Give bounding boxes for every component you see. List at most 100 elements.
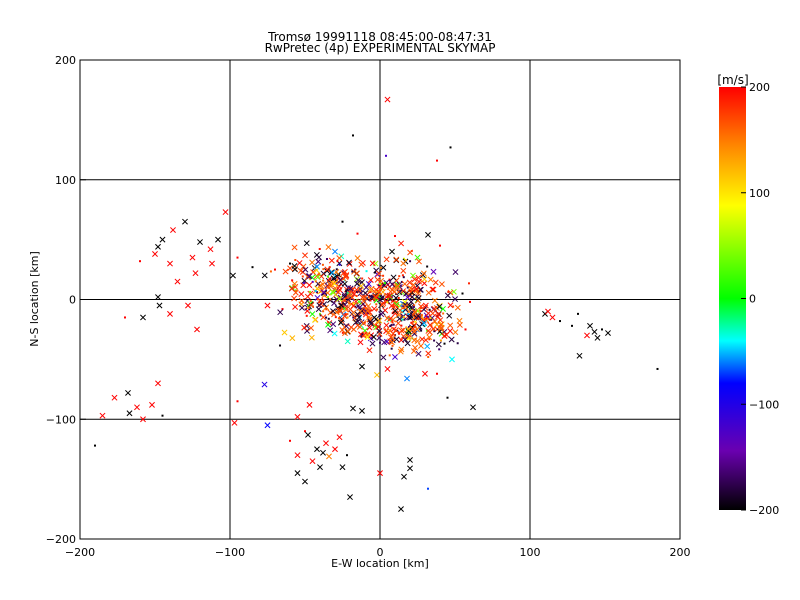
data-point-x xyxy=(422,302,429,309)
data-point-x xyxy=(359,407,365,414)
data-point-x xyxy=(305,431,311,438)
data-point-x xyxy=(320,289,327,296)
data-point-x xyxy=(415,295,422,302)
data-point-dot xyxy=(426,265,429,268)
data-point-x xyxy=(413,286,420,292)
data-point-x xyxy=(411,276,418,283)
data-point-x xyxy=(336,255,343,262)
data-point-dot xyxy=(397,296,400,299)
data-point-x xyxy=(323,440,329,447)
data-point-x xyxy=(291,244,298,251)
chart-subtitle: RwPretec (4p) EXPERIMENTAL SKYMAP xyxy=(265,41,496,55)
data-point-dot xyxy=(464,328,467,331)
data-point-dot xyxy=(361,333,364,336)
data-point-x xyxy=(170,227,176,233)
data-point-dot xyxy=(439,339,442,342)
data-point-x xyxy=(296,260,303,266)
data-point-dot xyxy=(436,159,438,162)
data-point-x xyxy=(429,310,436,317)
data-point-x xyxy=(549,314,556,321)
data-point-x xyxy=(389,281,396,288)
data-point-x xyxy=(383,322,390,329)
data-point-x xyxy=(308,334,315,341)
data-point-x xyxy=(338,302,345,309)
colorbar-tick-label: −200 xyxy=(749,504,779,517)
data-point-x xyxy=(394,282,401,289)
data-point-dot xyxy=(406,286,409,289)
data-point-dot xyxy=(469,300,471,303)
data-point-dot xyxy=(326,275,329,278)
data-point-x xyxy=(411,337,418,344)
data-point-x xyxy=(417,286,424,293)
data-point-x xyxy=(392,310,399,317)
data-point-x xyxy=(416,258,422,265)
data-point-x xyxy=(316,254,322,261)
data-point-dot xyxy=(309,290,312,293)
data-point-x xyxy=(594,334,601,341)
data-point-x xyxy=(356,314,362,321)
data-point-dot xyxy=(269,270,272,273)
data-point-dot xyxy=(374,271,377,274)
data-point-x xyxy=(303,240,310,247)
data-point-x xyxy=(357,290,364,297)
data-point-x xyxy=(182,218,188,225)
data-point-x xyxy=(292,303,299,310)
data-point-dot xyxy=(289,262,291,265)
data-point-dot xyxy=(601,328,603,331)
data-point-x xyxy=(384,315,391,322)
data-point-x xyxy=(167,310,173,317)
data-point-dot xyxy=(236,400,239,403)
data-point-dot xyxy=(124,316,126,319)
data-point-dot xyxy=(334,316,337,319)
data-point-x xyxy=(306,401,313,408)
data-point-dot xyxy=(320,287,323,290)
data-point-dot xyxy=(314,280,317,283)
data-point-x xyxy=(99,412,106,419)
x-tick-label: 0 xyxy=(377,546,384,559)
data-point-x xyxy=(264,302,271,309)
data-point-x xyxy=(404,294,411,301)
data-point-dot xyxy=(404,259,407,262)
data-point-x xyxy=(337,319,344,326)
data-point-x xyxy=(125,389,131,396)
data-point-dot xyxy=(369,291,372,294)
data-point-dot xyxy=(344,313,347,316)
data-point-dot xyxy=(389,279,392,282)
data-point-x xyxy=(314,263,320,270)
data-point-x xyxy=(298,291,305,298)
data-point-dot xyxy=(379,341,382,344)
data-point-x xyxy=(404,375,410,382)
data-point-x xyxy=(289,335,296,342)
data-point-x xyxy=(332,446,338,453)
y-tick-label: −200 xyxy=(46,533,76,546)
data-point-x xyxy=(339,327,346,333)
data-point-x xyxy=(378,277,385,284)
data-point-x xyxy=(367,318,374,325)
data-point-x xyxy=(192,270,199,277)
data-point-x xyxy=(304,293,311,300)
data-point-dot xyxy=(375,303,378,306)
data-point-x xyxy=(425,350,432,357)
data-point-x xyxy=(587,322,593,329)
data-point-dot xyxy=(352,134,354,137)
data-point-dot xyxy=(420,280,423,283)
data-point-dot xyxy=(251,266,254,269)
data-point-x xyxy=(437,325,444,332)
data-point-dot xyxy=(407,326,410,329)
data-point-dot xyxy=(401,274,404,277)
data-point-dot xyxy=(656,367,659,370)
data-point-x xyxy=(422,370,428,377)
data-point-x xyxy=(333,309,340,316)
data-point-x xyxy=(156,302,163,309)
data-point-x xyxy=(377,470,383,477)
data-point-dot xyxy=(370,294,373,297)
data-point-dot xyxy=(348,302,351,305)
data-point-x xyxy=(545,308,551,315)
data-point-x xyxy=(311,316,318,323)
data-point-dot xyxy=(390,324,393,327)
data-point-dot xyxy=(94,444,96,447)
data-point-x xyxy=(167,260,173,267)
data-point-x xyxy=(383,279,390,286)
data-point-x xyxy=(584,332,590,339)
